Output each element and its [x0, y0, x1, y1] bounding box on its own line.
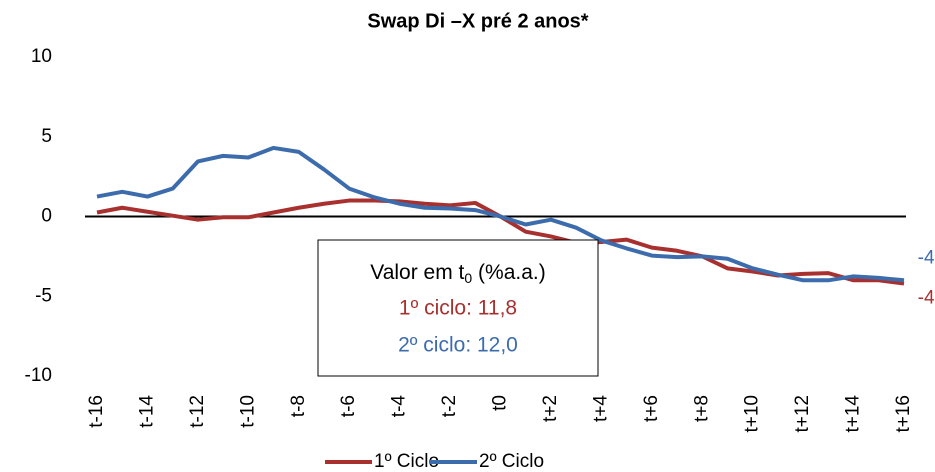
- x-tick-label: t-6: [338, 395, 359, 417]
- annotation-line: 2º ciclo: 12,0: [398, 334, 518, 357]
- x-tick-label: t+2: [540, 395, 561, 422]
- annotation-heading-part: Valor em t: [370, 261, 464, 284]
- annotation-heading-part: (%a.a.): [472, 261, 546, 284]
- legend-label: 2º Ciclo: [479, 451, 544, 472]
- x-tick-label: t+6: [641, 395, 662, 422]
- annotation-line: 1º ciclo: 11,8: [399, 297, 517, 320]
- y-tick-label: 0: [41, 206, 52, 227]
- line: [96, 145, 905, 283]
- chart-title: Swap Di –X pré 2 anos*: [367, 10, 588, 32]
- x-tick-label: t+4: [590, 395, 611, 422]
- x-tick-label: t-8: [288, 395, 309, 417]
- annotation-box: [317, 239, 599, 377]
- x-tick-label: t+10: [742, 395, 763, 433]
- x-tick-label: t+14: [843, 395, 864, 433]
- data-label: -4,2: [918, 288, 935, 309]
- legend-label: 1º Ciclo: [374, 451, 439, 472]
- y-tick-label: -5: [35, 285, 52, 306]
- y-tick-label: 5: [41, 126, 52, 147]
- x-tick-label: t-12: [187, 395, 208, 428]
- x-tick-label: t-10: [237, 395, 258, 428]
- x-tick-label: t0: [490, 395, 511, 411]
- x-tick-label: t+12: [792, 395, 813, 433]
- y-tick-label: 10: [31, 46, 52, 67]
- x-tick-label: t+16: [893, 395, 914, 433]
- x-tick-label: t-4: [389, 395, 410, 418]
- x-tick-label: t-14: [136, 395, 157, 428]
- x-tick-label: t-2: [439, 395, 460, 417]
- x-tick-label: t+8: [691, 395, 712, 422]
- annotation-heading: Valor em t0 (%a.a.): [370, 261, 545, 286]
- annotation-heading-part: 0: [464, 270, 472, 286]
- x-tick-label: t-16: [86, 395, 107, 428]
- data-label: -4,0: [918, 247, 935, 268]
- y-tick-label: -10: [25, 365, 52, 386]
